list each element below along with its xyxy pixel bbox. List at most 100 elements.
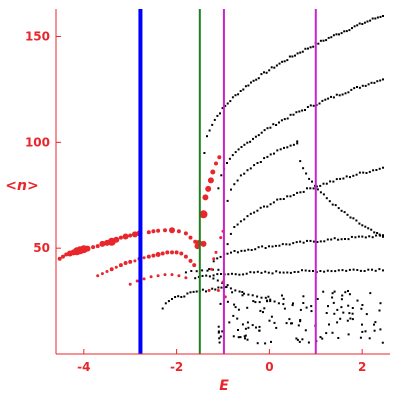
- black-point: [273, 300, 276, 303]
- black-point: [269, 298, 272, 301]
- black-point: [341, 269, 344, 272]
- black-point: [325, 312, 328, 314]
- black-point: [212, 277, 215, 280]
- black-point: [286, 146, 289, 149]
- black-point: [331, 292, 334, 295]
- black-point: [335, 33, 338, 36]
- black-point: [361, 84, 364, 87]
- black-point: [281, 243, 284, 246]
- black-point: [237, 93, 240, 96]
- red-point: [170, 250, 174, 255]
- black-point: [249, 271, 252, 274]
- black-point: [217, 330, 220, 333]
- red-point: [149, 275, 153, 279]
- black-point: [230, 251, 232, 254]
- red-point: [96, 274, 100, 278]
- black-point: [308, 269, 311, 272]
- black-point: [368, 170, 371, 173]
- black-point: [321, 99, 324, 102]
- red-point: [160, 251, 165, 256]
- black-point: [192, 290, 195, 293]
- black-point: [213, 118, 216, 121]
- red-point: [217, 155, 222, 160]
- black-point: [263, 129, 266, 132]
- black-point: [236, 251, 239, 254]
- black-point: [376, 80, 379, 83]
- black-point: [249, 140, 252, 143]
- black-point: [348, 268, 351, 271]
- black-point: [332, 301, 335, 304]
- black-point: [267, 271, 270, 274]
- black-point: [327, 97, 330, 100]
- black-point: [309, 239, 312, 242]
- black-point: [282, 198, 285, 200]
- black-point: [231, 272, 233, 275]
- black-point: [256, 162, 259, 164]
- black-point: [354, 236, 357, 239]
- red-point: [163, 228, 167, 233]
- red-point: [156, 274, 160, 278]
- black-point: [376, 16, 379, 19]
- black-point: [273, 66, 276, 69]
- black-point: [324, 98, 327, 101]
- black-point: [374, 17, 377, 20]
- red-point: [170, 273, 174, 277]
- black-point: [294, 54, 296, 57]
- black-point: [307, 47, 309, 50]
- black-point: [281, 294, 283, 297]
- red-point: [131, 231, 138, 238]
- black-point: [344, 238, 346, 240]
- black-point: [334, 270, 337, 273]
- black-point: [277, 302, 280, 305]
- black-point: [347, 91, 350, 94]
- black-point: [306, 239, 308, 242]
- black-point: [325, 332, 328, 335]
- black-point: [239, 336, 242, 339]
- black-point: [278, 244, 281, 247]
- black-point: [225, 286, 228, 288]
- black-point: [292, 113, 295, 116]
- black-point: [251, 324, 254, 327]
- black-point: [364, 236, 367, 239]
- black-point: [337, 207, 340, 210]
- black-point: [357, 235, 360, 238]
- black-point: [217, 268, 220, 271]
- black-point: [194, 277, 197, 280]
- black-point: [372, 169, 375, 172]
- black-point: [319, 240, 322, 243]
- black-point: [239, 174, 242, 177]
- black-point: [189, 291, 192, 294]
- black-point: [302, 190, 305, 193]
- black-point: [360, 307, 363, 310]
- black-point: [329, 180, 332, 183]
- black-point: [369, 19, 372, 22]
- black-point: [256, 295, 259, 298]
- black-point: [292, 194, 295, 196]
- black-point: [328, 323, 330, 326]
- y-tick-label: 150: [25, 30, 50, 44]
- black-point: [247, 293, 250, 296]
- x-tick-label: 0: [265, 360, 273, 374]
- black-point: [243, 335, 246, 338]
- black-point: [347, 290, 349, 292]
- black-point: [217, 325, 220, 328]
- red-point: [109, 267, 114, 272]
- black-point: [341, 294, 344, 297]
- black-point: [280, 119, 283, 122]
- black-point: [330, 95, 332, 98]
- black-point: [330, 36, 333, 39]
- black-point: [221, 107, 224, 110]
- black-point: [266, 127, 269, 130]
- black-point: [319, 191, 322, 194]
- black-point: [257, 246, 260, 249]
- black-point: [238, 273, 241, 276]
- black-point: [283, 118, 286, 121]
- red-point: [219, 236, 223, 240]
- red-point: [61, 254, 65, 259]
- black-point: [327, 305, 329, 308]
- black-point: [349, 216, 352, 219]
- black-point: [217, 331, 220, 334]
- black-point: [220, 273, 222, 275]
- black-point: [291, 304, 294, 307]
- red-point: [142, 277, 146, 281]
